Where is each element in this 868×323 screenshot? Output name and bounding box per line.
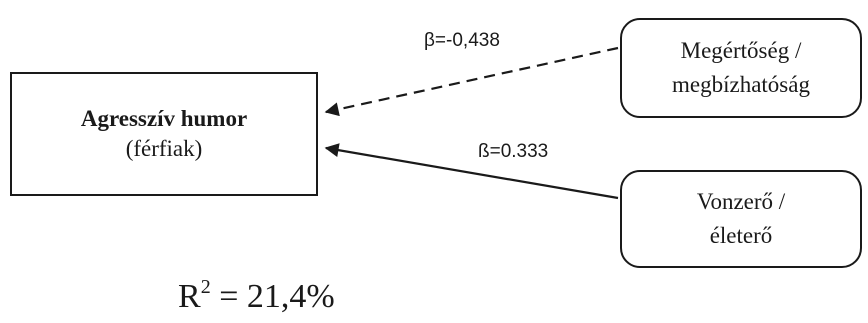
r-squared-value: = 21,4% [210,278,335,315]
path-arrow-attractiveness [324,143,619,200]
predictor-box-attractiveness: Vonzerő / életerő [620,170,862,268]
predictor-box-understanding: Megértőség / megbízhatóság [620,18,862,118]
predictor-label-line1: Megértőség / [680,38,802,63]
predictor-label-line2: megbízhatóság [672,72,810,97]
outcome-title: Agresszív humor [80,106,248,131]
predictor-label-line1: Vonzerő / [696,189,786,214]
beta-label-understanding: β=-0,438 [424,30,500,51]
r-squared-label: R2 = 21,4% [178,276,335,315]
beta-label-attractiveness: ß=0.333 [478,141,549,162]
r-squared-superscript: 2 [200,276,211,298]
path-arrow-understanding [324,46,619,117]
outcome-box: Agresszív humor (férfiak) [10,72,318,196]
predictor-label-line2: életerő [709,223,773,248]
outcome-subtitle: (férfiak) [125,136,203,161]
r-squared-symbol: R [178,278,201,315]
